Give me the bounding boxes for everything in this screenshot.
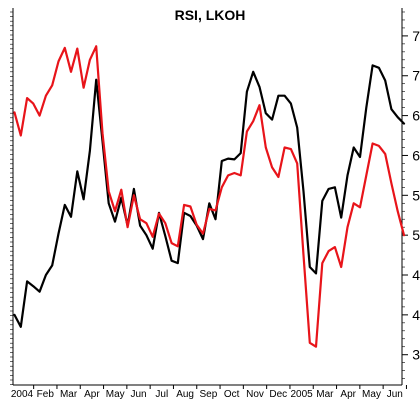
y-tick-label: 55 <box>412 187 420 203</box>
x-tick-label: Feb <box>37 389 55 400</box>
x-tick-label: May <box>362 389 381 400</box>
y-tick-label: 50 <box>412 227 420 243</box>
x-tick-label: Mar <box>316 389 334 400</box>
x-tick-label: Jul <box>155 389 168 400</box>
series-line-2 <box>13 45 406 348</box>
x-tick-label: 2005 <box>290 389 313 400</box>
x-tick-label: May <box>106 389 125 400</box>
y-tick-label: 75 <box>412 28 420 44</box>
y-tick-labels: 35 40 45 50 55 60 65 70 75 <box>412 28 420 363</box>
x-tick-label: Jun <box>387 389 403 400</box>
x-tick-label: Sep <box>200 389 218 400</box>
y-tick-label: 60 <box>412 147 420 163</box>
y-tick-label: 65 <box>412 108 420 124</box>
x-tick-label: Nov <box>246 389 264 400</box>
x-tick-label: Apr <box>340 389 356 400</box>
x-tick-label: Dec <box>269 389 287 400</box>
y-tick-label: 70 <box>412 68 420 84</box>
x-tick-label: Jun <box>130 389 146 400</box>
x-tick-label: Oct <box>224 389 240 400</box>
y-tick-label: 35 <box>412 347 420 363</box>
y-tick-label: 40 <box>412 307 420 323</box>
x-tick-label: Apr <box>84 389 100 400</box>
series-line-1 <box>13 64 406 328</box>
x-tick-label: Aug <box>176 389 194 400</box>
chart-title: RSI, LKOH <box>175 7 246 23</box>
left-axis <box>10 8 14 385</box>
x-tick-label: 2004 <box>11 389 34 400</box>
y-tick-label: 45 <box>412 267 420 283</box>
bottom-axis <box>13 384 407 389</box>
right-axis <box>401 8 408 385</box>
x-tick-labels: 2004 Feb Mar Apr May Jun Jul Aug Sep Oct Nov Dec 200… <box>11 389 403 400</box>
series-lines <box>13 45 406 348</box>
x-tick-label: Mar <box>60 389 78 400</box>
